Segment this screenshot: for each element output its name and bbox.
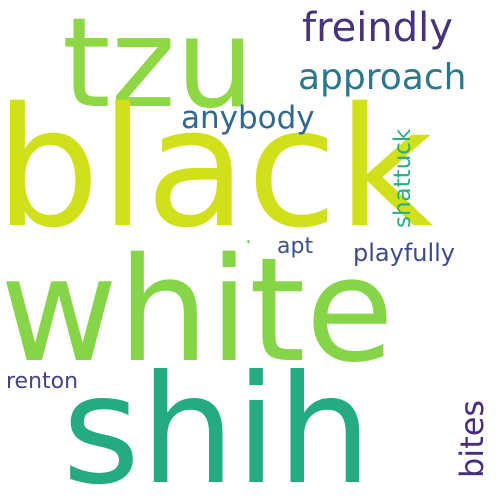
word-renton: renton xyxy=(6,369,79,394)
word-approach: approach xyxy=(298,57,467,98)
word-tzu: tzu xyxy=(62,0,255,136)
word-playfully: playfully xyxy=(353,239,456,267)
word-freindly: freindly xyxy=(302,5,453,51)
word-white: white xyxy=(0,226,395,394)
word-black: black xyxy=(0,72,433,264)
word-shih: shih xyxy=(62,344,372,500)
word-apt: apt xyxy=(277,234,314,259)
word-shattuck: shattuck xyxy=(390,128,416,228)
word-dot: . xyxy=(245,224,252,249)
word-anybody: anybody xyxy=(181,100,315,136)
word-bites: bites xyxy=(453,399,491,478)
